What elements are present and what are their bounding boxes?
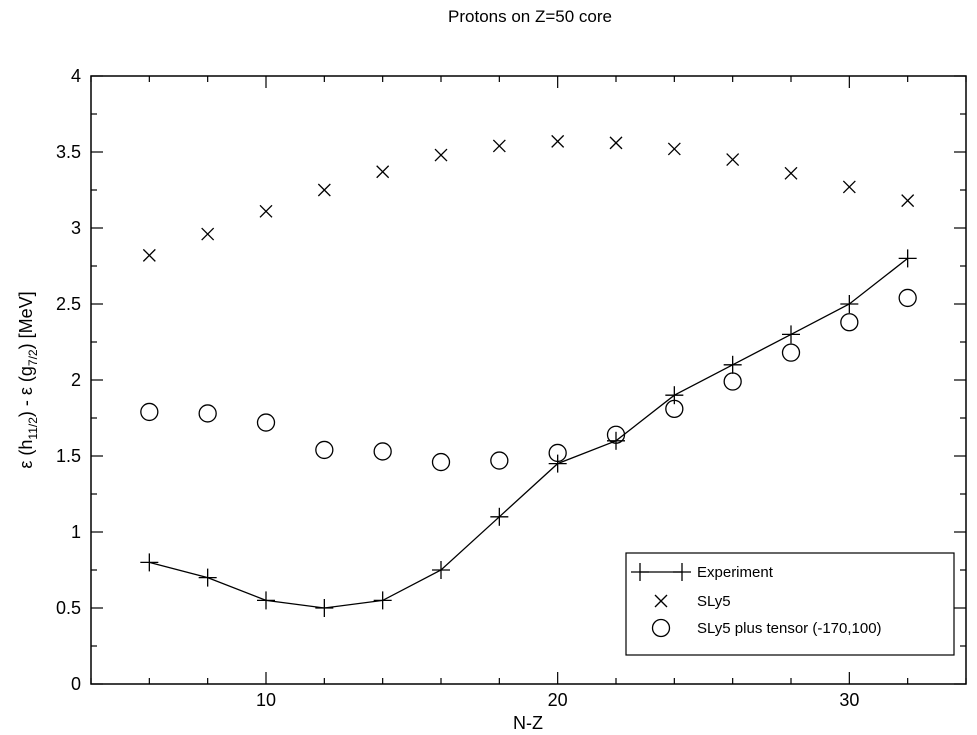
data-point-sly5: [609, 136, 623, 150]
y-tick-label: 4: [71, 66, 81, 86]
legend-symbol-experiment: [631, 563, 691, 581]
data-point-experiment: [665, 386, 684, 405]
legend-marker-sly5: [654, 594, 668, 608]
legend-label-experiment: Experiment: [697, 564, 774, 581]
x-tick-labels: 10 20 30: [256, 690, 859, 710]
y-label-part-3: ) [MeV]: [16, 291, 36, 349]
data-point-sly5: [784, 166, 798, 180]
y-label-subscript-1: 11/2: [26, 417, 40, 440]
y-axis-label: ε (h11/2) - ε (g7/2) [MeV]: [16, 291, 40, 468]
data-point-experiment: [432, 561, 450, 579]
data-point-experiment: [898, 249, 917, 268]
data-point-sly5: [842, 180, 856, 194]
y-tick-label: 3: [71, 218, 81, 238]
data-point-sly5: [726, 153, 740, 167]
y-label-subscript-2: 7/2: [26, 349, 40, 366]
legend-box: [625, 552, 955, 656]
legend-symbols: [631, 563, 691, 638]
data-point-sly5-tensor: [606, 425, 626, 444]
legend-marker-sly5-tensor: [651, 618, 671, 638]
x-tick-label: 20: [548, 690, 568, 710]
data-point-sly5-tensor: [490, 451, 509, 470]
y-tick-label: 0: [71, 674, 81, 694]
data-point-experiment: [723, 355, 742, 374]
data-point-sly5: [901, 194, 915, 208]
legend-label-sly5: SLy5: [697, 593, 731, 610]
data-point-sly5: [376, 165, 390, 179]
y-tick-label: 0.5: [56, 598, 81, 618]
data-point-sly5-tensor: [256, 413, 276, 432]
y-tick-label: 1: [71, 522, 81, 542]
data-point-experiment: [257, 591, 275, 610]
data-point-sly5: [434, 148, 448, 162]
data-point-sly5: [492, 139, 506, 153]
data-point-experiment: [782, 325, 800, 344]
data-point-sly5-tensor: [781, 343, 801, 362]
chart-title: Protons on Z=50 core: [448, 7, 612, 26]
y-tick-label: 2: [71, 370, 81, 390]
data-point-experiment: [490, 507, 509, 526]
data-point-experiment: [548, 454, 567, 473]
data-point-sly5-tensor: [431, 452, 451, 472]
series-sly5-tensor: [140, 288, 917, 472]
data-point-sly5: [259, 204, 273, 218]
data-point-sly5-tensor: [723, 372, 742, 391]
data-point-sly5: [201, 227, 215, 241]
data-point-sly5-tensor: [198, 404, 217, 423]
axis-ticks: [90, 75, 967, 685]
data-point-sly5-tensor: [315, 440, 334, 460]
legend-symbol-sly5-tensor: [651, 618, 671, 638]
data-point-sly5-tensor: [548, 443, 567, 463]
series-layer: [140, 134, 917, 617]
y-tick-label: 1.5: [56, 446, 81, 466]
legend-symbol-sly5: [654, 594, 668, 608]
legend-marker-experiment: [631, 563, 649, 581]
legend-marker-experiment: [673, 563, 691, 581]
x-axis-label: N-Z: [513, 713, 543, 733]
data-point-experiment: [373, 591, 392, 610]
y-label-part-2: ) - ε (g: [16, 366, 36, 417]
y-label-part-1: ε (h: [16, 440, 36, 469]
legend-label-sly5-tensor: SLy5 plus tensor (-170,100): [697, 620, 882, 637]
data-point-sly5: [317, 183, 331, 197]
data-point-experiment: [840, 295, 859, 313]
data-point-sly5: [667, 142, 681, 156]
legend: Experiment SLy5 SLy5 plus tensor (-170,1…: [625, 552, 955, 656]
y-tick-label: 2.5: [56, 294, 81, 314]
data-point-sly5: [142, 248, 156, 262]
series-experiment: [140, 249, 917, 617]
x-tick-label: 30: [839, 690, 859, 710]
data-point-sly5-tensor: [373, 442, 392, 461]
data-point-experiment: [198, 568, 217, 587]
x-tick-label: 10: [256, 690, 276, 710]
data-point-sly5-tensor: [665, 399, 684, 419]
data-point-sly5-tensor: [840, 313, 859, 332]
data-point-sly5: [551, 134, 565, 148]
y-tick-labels: 0 0.5 1 1.5 2 2.5 3 3.5 4: [56, 66, 81, 694]
data-point-experiment: [315, 599, 334, 617]
series-sly5: [142, 134, 915, 262]
data-point-sly5-tensor: [140, 402, 159, 422]
y-tick-label: 3.5: [56, 142, 81, 162]
data-point-sly5-tensor: [898, 288, 917, 308]
series-line-experiment: [149, 257, 909, 609]
data-point-experiment: [140, 553, 159, 572]
